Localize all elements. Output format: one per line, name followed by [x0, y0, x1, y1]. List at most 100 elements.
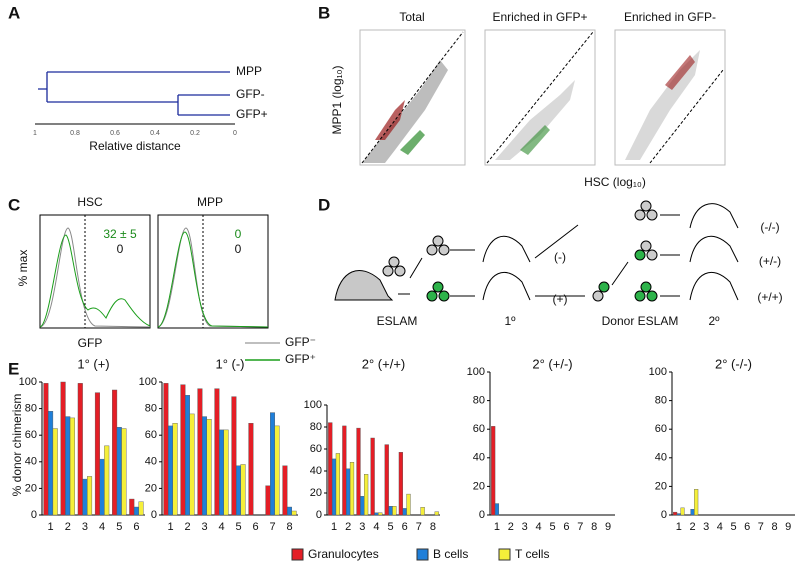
bar	[77, 383, 83, 516]
scheme-label: 1º	[504, 314, 516, 328]
bar	[197, 388, 203, 516]
x-tick-label: 3	[703, 521, 709, 533]
x-tick-label: 8	[771, 521, 777, 533]
y-tick-label: 60	[25, 429, 37, 441]
bar	[388, 506, 393, 516]
tick-label: 1	[33, 130, 37, 137]
x-tick-label: 2	[345, 521, 351, 533]
bar	[676, 513, 681, 516]
axis-label: GFP	[78, 336, 103, 350]
x-tick-label: 6	[252, 521, 258, 533]
y-tick-label: 40	[25, 456, 37, 468]
bar	[60, 381, 66, 516]
leaf-label: MPP	[236, 64, 262, 78]
panel-label: C	[8, 195, 20, 214]
stat-label: 0	[117, 242, 124, 256]
bar	[434, 511, 439, 516]
bar	[206, 419, 212, 516]
bar	[116, 427, 122, 516]
bar	[189, 413, 195, 516]
bar	[219, 429, 224, 516]
bar	[240, 464, 246, 516]
x-tick-label: 4	[373, 521, 379, 533]
bar	[420, 507, 425, 516]
bar	[214, 388, 220, 516]
bar	[378, 512, 383, 516]
x-tick-label: 5	[235, 521, 241, 533]
bar	[236, 465, 241, 516]
tick-label: 0.6	[110, 130, 120, 137]
chart-title: 1° (+)	[77, 356, 109, 371]
x-tick-label: 2	[689, 521, 695, 533]
bar	[360, 496, 365, 516]
tick-label: 0	[233, 130, 237, 137]
x-tick-label: 4	[218, 521, 224, 533]
x-tick-label: 5	[116, 521, 122, 533]
axis-label: % donor chimerism	[10, 394, 24, 497]
bar	[231, 396, 237, 516]
chart-title: 2° (-/-)	[715, 356, 752, 371]
bar	[494, 503, 500, 516]
x-tick-label: 1	[48, 521, 54, 533]
bar	[112, 389, 118, 516]
tick-label: 0.4	[150, 130, 160, 137]
leaf-label: GFP+	[236, 107, 268, 121]
legend-swatch	[291, 548, 304, 561]
y-tick-label: 0	[151, 509, 157, 521]
panel-label: D	[318, 195, 330, 214]
bar	[104, 445, 110, 516]
x-tick-label: 1	[331, 521, 337, 533]
y-tick-label: 100	[139, 376, 157, 388]
y-tick-label: 40	[145, 456, 157, 468]
y-tick-label: 100	[19, 376, 37, 388]
axis-label: HSC (log₁₀)	[584, 175, 646, 189]
legend-label: GFP⁺	[285, 352, 316, 366]
x-tick-label: 7	[577, 521, 583, 533]
x-tick-label: 1	[676, 521, 682, 533]
bar	[673, 511, 678, 516]
bar	[69, 417, 75, 516]
y-tick-label: 100	[467, 366, 485, 378]
bar	[342, 425, 347, 516]
y-tick-label: 80	[25, 403, 37, 415]
legend-label: GFP⁻	[285, 335, 316, 349]
bar	[265, 485, 271, 516]
bar	[172, 423, 178, 516]
legend-swatch	[416, 548, 429, 561]
scatter-title: Enriched in GFP-	[624, 10, 716, 24]
x-tick-label: 2	[184, 521, 190, 533]
outcome-label: (-)	[554, 250, 566, 264]
bar	[133, 506, 139, 516]
legend-label: T cells	[515, 547, 549, 561]
legend-swatch	[498, 548, 511, 561]
bar	[163, 383, 169, 516]
scatter-panels	[359, 29, 726, 166]
x-tick-label: 5	[388, 521, 394, 533]
y-tick-label: 40	[655, 452, 667, 464]
scatter-title: Enriched in GFP+	[492, 10, 587, 24]
bar	[274, 425, 280, 516]
bar	[680, 507, 685, 516]
bar	[43, 383, 49, 516]
legend-label: B cells	[433, 547, 468, 561]
bar	[335, 453, 340, 516]
scheme-label: 2º	[708, 314, 720, 328]
x-tick-label: 8	[286, 521, 292, 533]
x-tick-label: 6	[402, 521, 408, 533]
bar	[328, 422, 333, 516]
bar	[364, 474, 369, 516]
y-tick-label: 20	[25, 482, 37, 494]
y-tick-label: 20	[145, 482, 157, 494]
x-tick-label: 5	[730, 521, 736, 533]
y-tick-label: 80	[473, 395, 485, 407]
stat-label: 0	[235, 242, 242, 256]
bar	[402, 508, 407, 516]
x-tick-label: 9	[785, 521, 791, 533]
y-tick-label: 60	[145, 429, 157, 441]
bar	[52, 428, 58, 516]
dendrogram	[38, 71, 230, 116]
bar	[270, 412, 275, 516]
y-tick-label: 80	[310, 421, 322, 433]
y-tick-label: 60	[655, 423, 667, 435]
